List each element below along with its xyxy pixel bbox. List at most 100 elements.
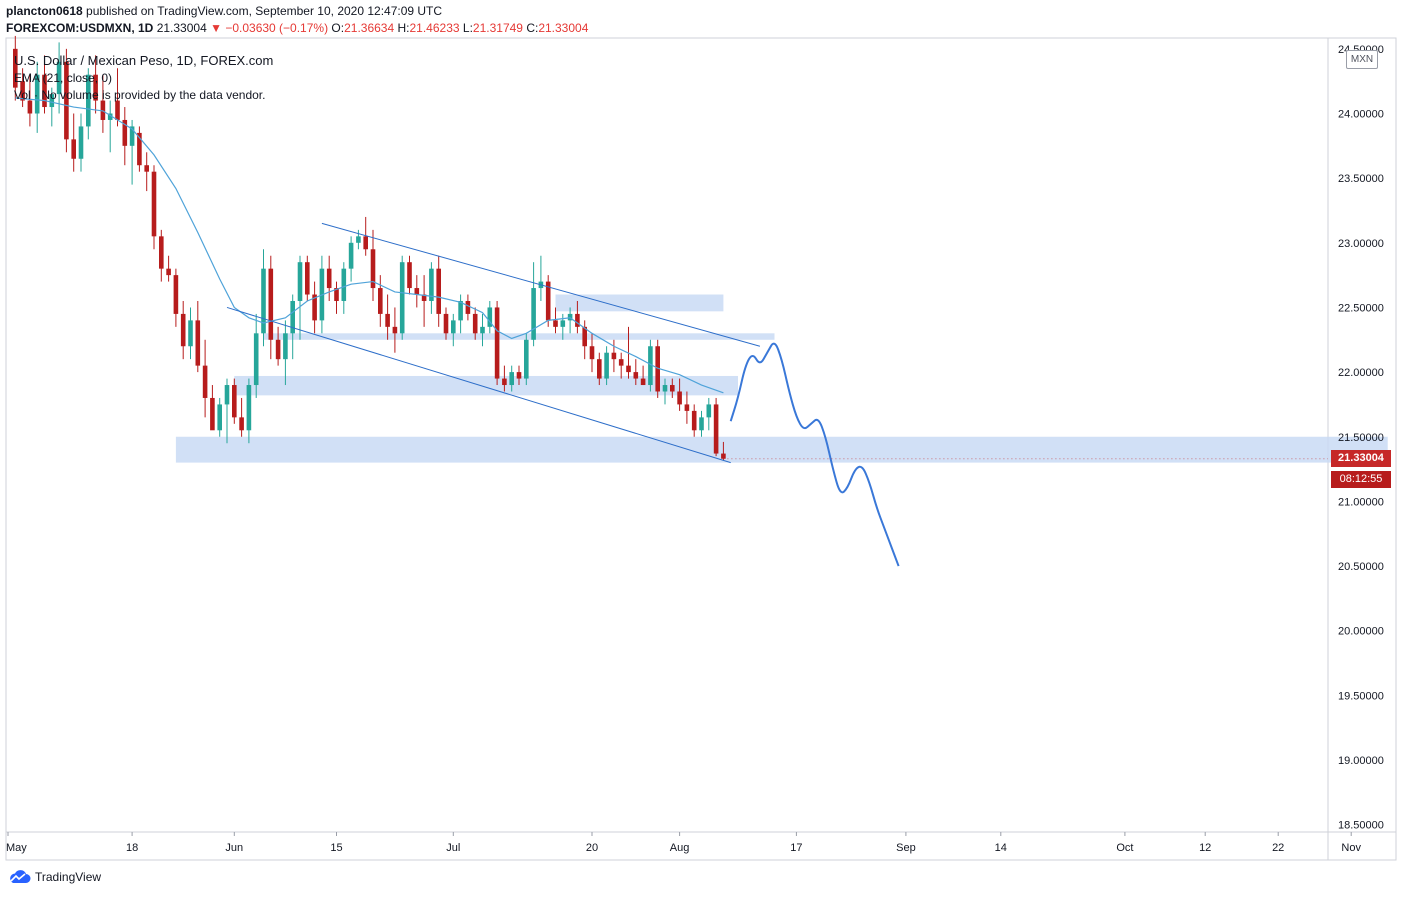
candle[interactable]	[78, 113, 84, 172]
candle[interactable]	[137, 126, 142, 172]
candle[interactable]	[86, 68, 91, 140]
candle[interactable]	[407, 255, 412, 295]
candle[interactable]	[480, 313, 485, 347]
candle[interactable]	[399, 255, 405, 340]
candle[interactable]	[253, 313, 259, 398]
candle[interactable]	[458, 294, 463, 334]
currency-badge[interactable]: MXN	[1346, 50, 1378, 69]
author-name[interactable]: plancton0618	[6, 4, 83, 18]
candle[interactable]	[436, 255, 441, 327]
candle[interactable]	[49, 87, 55, 127]
candle[interactable]	[662, 378, 668, 405]
candle[interactable]	[604, 346, 609, 386]
price-axis[interactable]: 24.5000024.0000023.5000023.0000022.50000…	[1338, 44, 1384, 832]
candle[interactable]	[239, 397, 244, 437]
candle[interactable]	[677, 378, 682, 411]
candle[interactable]	[575, 300, 580, 334]
candle[interactable]	[691, 404, 697, 437]
candle[interactable]	[297, 255, 303, 340]
candle[interactable]	[640, 365, 646, 386]
candle[interactable]	[180, 300, 186, 360]
candle[interactable]	[144, 152, 149, 192]
candle[interactable]	[341, 262, 347, 314]
channel-line-2[interactable]	[226, 306, 731, 464]
candle[interactable]	[611, 339, 617, 373]
candle[interactable]	[465, 294, 471, 321]
candle[interactable]	[56, 42, 62, 114]
candle[interactable]	[195, 300, 201, 373]
candle[interactable]	[42, 55, 47, 114]
candle[interactable]	[670, 378, 675, 398]
candle[interactable]	[283, 320, 288, 386]
candle[interactable]	[107, 100, 113, 153]
candle[interactable]	[721, 441, 726, 461]
candle[interactable]	[348, 236, 354, 282]
candle[interactable]	[699, 410, 704, 437]
candle[interactable]	[100, 74, 106, 133]
candle[interactable]	[414, 275, 420, 308]
series-legend[interactable]: U.S. Dollar / Mexican Peso, 1D, FOREX.co…	[14, 53, 274, 68]
candle[interactable]	[684, 391, 690, 424]
candles-layer[interactable]	[13, 35, 726, 461]
candle[interactable]	[472, 307, 478, 340]
support-zone-2[interactable]	[263, 333, 775, 340]
candle[interactable]	[378, 275, 383, 327]
candle[interactable]	[129, 119, 135, 185]
candle[interactable]	[202, 339, 208, 418]
candle[interactable]	[232, 378, 237, 424]
candle[interactable]	[173, 268, 179, 327]
candle[interactable]	[275, 326, 281, 366]
time-axis[interactable]: May 18 Jun 15 Jul 20 Aug 17 Sep 14 Oct 12 22 Nov	[6, 832, 1361, 854]
candle[interactable]	[210, 385, 215, 431]
candle[interactable]	[545, 275, 551, 327]
candle[interactable]	[312, 281, 317, 334]
candle[interactable]	[597, 352, 602, 386]
support-zone-4[interactable]	[175, 436, 1388, 463]
candle[interactable]	[502, 365, 507, 392]
candle[interactable]	[531, 262, 536, 347]
candle[interactable]	[334, 281, 339, 314]
candle[interactable]	[509, 365, 514, 392]
candle[interactable]	[64, 48, 69, 153]
candle[interactable]	[115, 68, 120, 127]
candle[interactable]	[567, 307, 573, 334]
candle[interactable]	[151, 165, 157, 250]
candle[interactable]	[429, 262, 434, 314]
candle[interactable]	[305, 255, 310, 301]
candle[interactable]	[633, 359, 639, 386]
tradingview-logo[interactable]: TradingView	[7, 870, 101, 884]
candle[interactable]	[20, 68, 25, 108]
candle[interactable]	[166, 255, 171, 282]
candle[interactable]	[13, 35, 18, 101]
candle[interactable]	[122, 107, 128, 166]
candle[interactable]	[188, 307, 193, 360]
candle[interactable]	[27, 74, 33, 127]
candle[interactable]	[451, 313, 456, 347]
projection-path[interactable]	[729, 342, 900, 567]
candle[interactable]	[582, 320, 587, 360]
candle[interactable]	[589, 333, 595, 373]
candle[interactable]	[648, 339, 653, 392]
candle[interactable]	[159, 229, 164, 282]
ema-legend[interactable]: EMA (21, close, 0)	[14, 71, 113, 85]
candle[interactable]	[443, 307, 449, 340]
candle[interactable]	[261, 249, 266, 347]
candle[interactable]	[655, 339, 660, 398]
candle[interactable]	[356, 229, 361, 250]
candle[interactable]	[706, 397, 712, 431]
candle[interactable]	[553, 307, 558, 334]
candle[interactable]	[370, 229, 376, 301]
candle[interactable]	[217, 397, 222, 437]
candle[interactable]	[538, 255, 544, 301]
candle[interactable]	[516, 365, 522, 386]
support-zone-1[interactable]	[555, 294, 724, 312]
candle[interactable]	[290, 294, 295, 360]
candle[interactable]	[618, 352, 624, 379]
candle[interactable]	[71, 113, 76, 172]
candle[interactable]	[326, 255, 332, 301]
candle[interactable]	[34, 61, 40, 133]
candle[interactable]	[421, 275, 427, 327]
candle[interactable]	[224, 378, 230, 444]
support-zone-3[interactable]	[234, 375, 739, 396]
